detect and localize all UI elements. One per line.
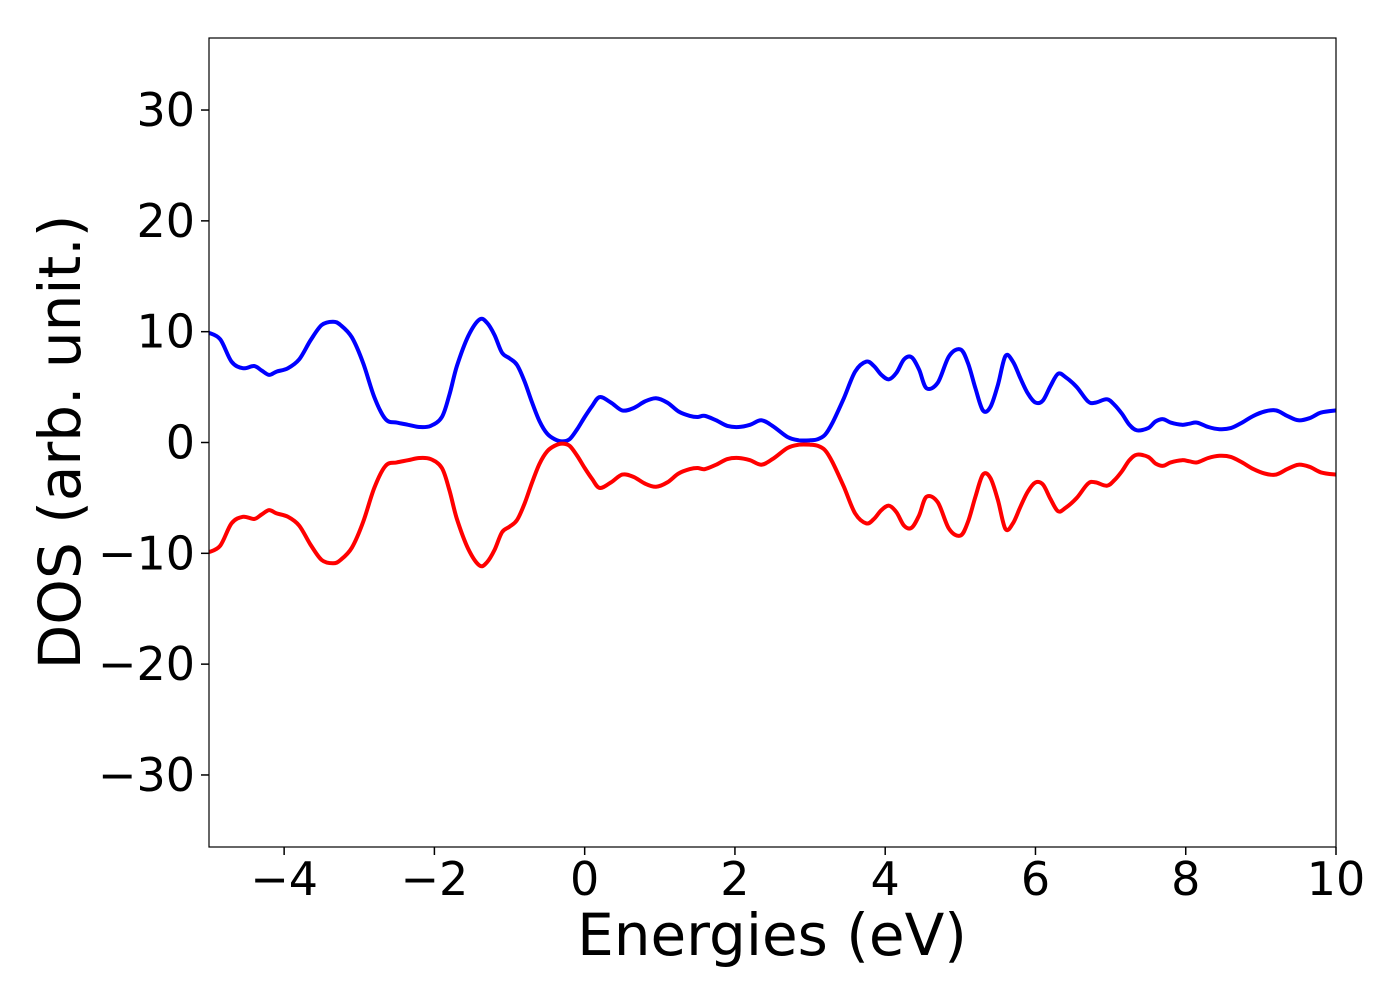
series-line-2: [209, 441, 1336, 569]
series-line-1: [209, 316, 1336, 444]
y-tick-label: 20: [136, 194, 195, 248]
x-tick-label: 4: [871, 852, 900, 906]
y-tick-label: 10: [136, 305, 195, 359]
x-tick-label: 0: [570, 852, 599, 906]
x-tick-label: −2: [400, 852, 468, 906]
y-axis-ticks: −30 −20 −10 0 10 20 30: [98, 83, 209, 802]
x-axis-ticks: −4 −2 0 2 4 6 8 10: [250, 847, 1365, 906]
series-layer: [209, 316, 1336, 569]
y-tick-label: 0: [166, 416, 195, 470]
y-axis-label: DOS (arb. unit.): [26, 215, 94, 670]
x-tick-label: 6: [1021, 852, 1050, 906]
y-tick-label: −10: [98, 526, 195, 580]
y-tick-label: 30: [136, 83, 195, 137]
x-tick-label: −4: [250, 852, 318, 906]
x-tick-label: 8: [1171, 852, 1200, 906]
plot-background: [209, 38, 1336, 847]
x-tick-label: 2: [720, 852, 749, 906]
x-tick-label: 10: [1307, 852, 1366, 906]
x-axis-label: Energies (eV): [577, 901, 967, 969]
y-tick-label: −30: [98, 748, 195, 802]
y-tick-label: −20: [98, 637, 195, 691]
